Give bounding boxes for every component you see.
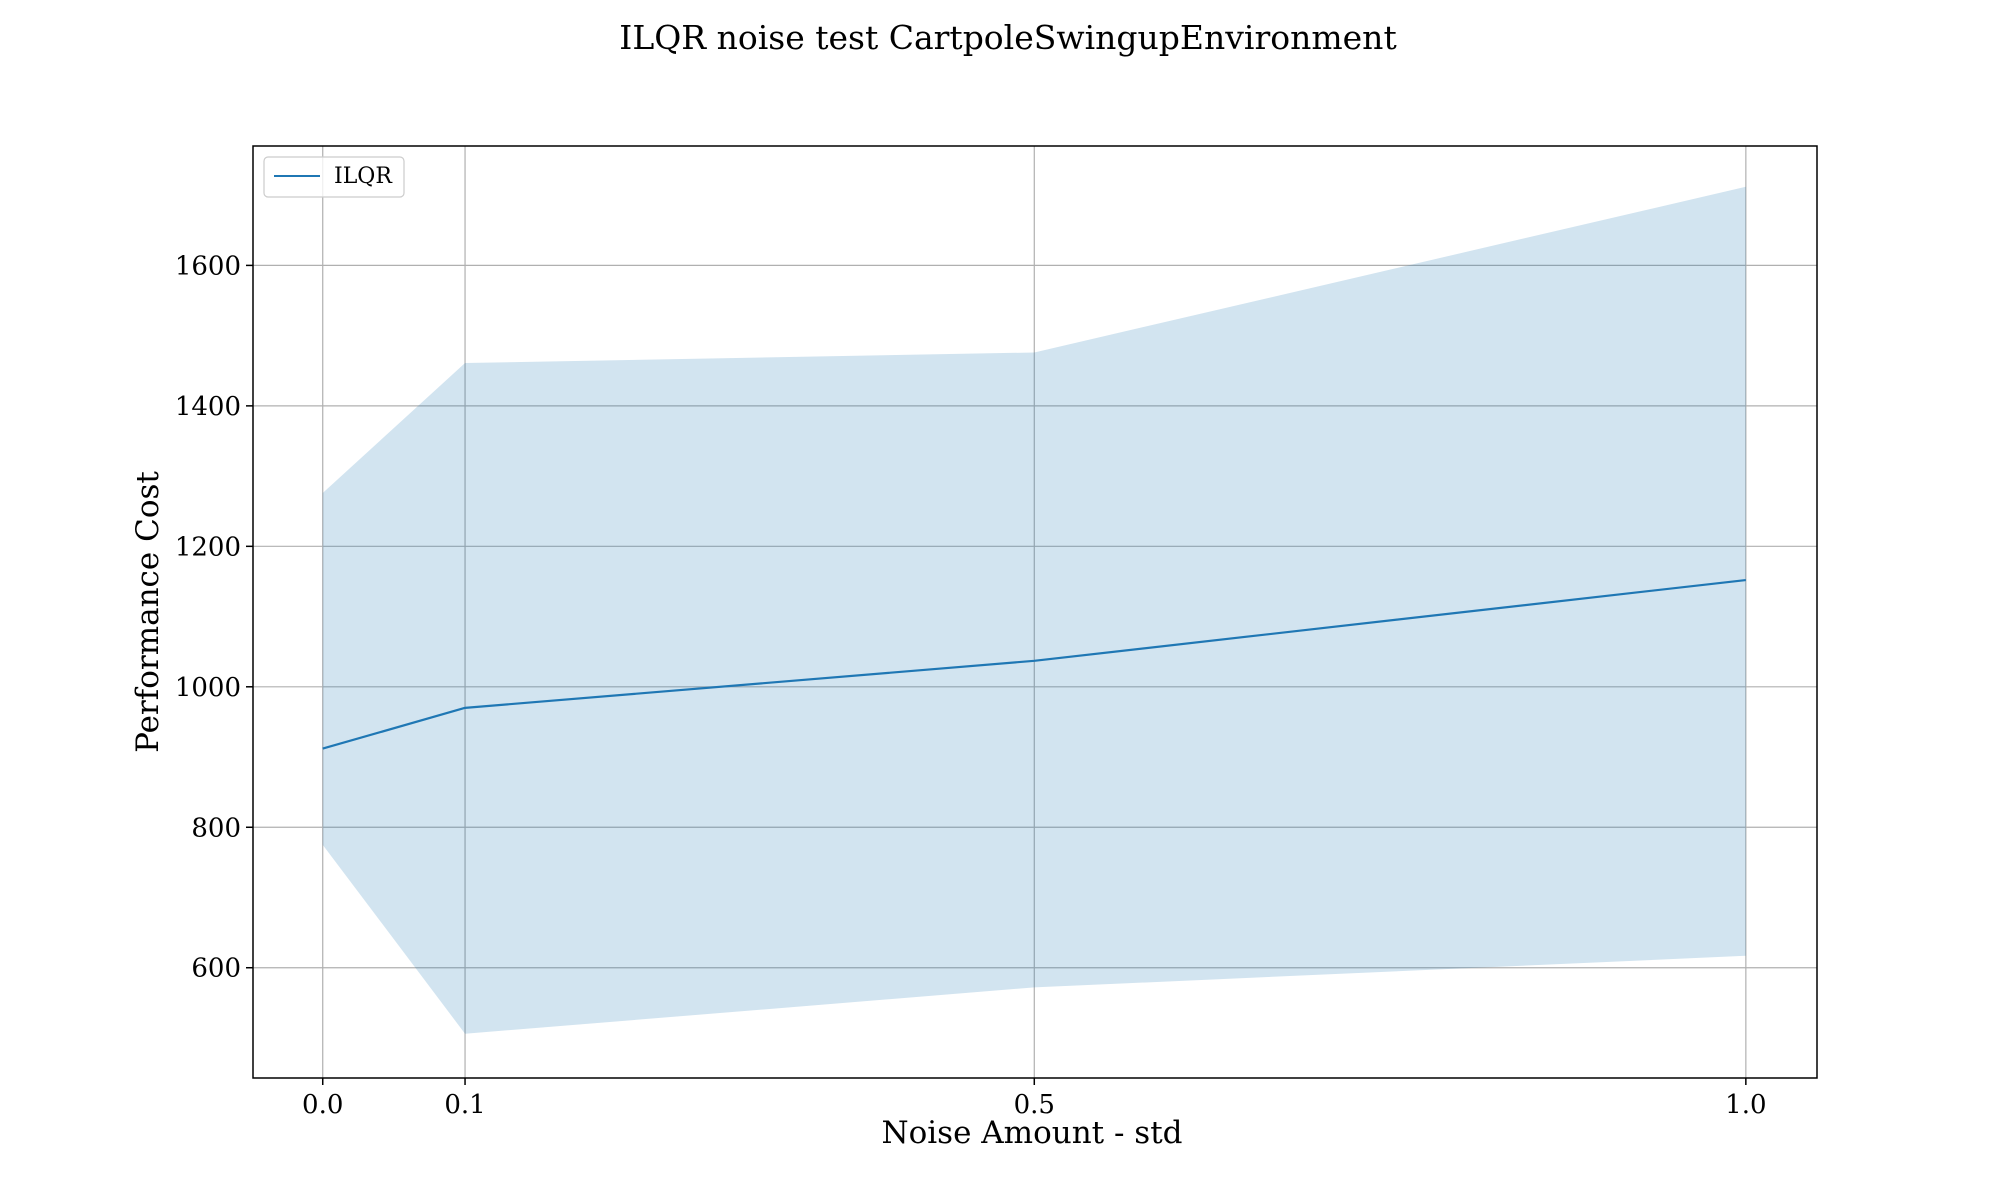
x-tick-label: 1.0	[1725, 1090, 1766, 1120]
legend-entry-ilqr: ILQR	[334, 164, 393, 189]
y-tick-label: 1600	[175, 251, 241, 281]
band-layer	[322, 186, 1746, 1034]
x-tick-label: 0.5	[1014, 1090, 1055, 1120]
y-tick-label: 800	[191, 813, 241, 843]
ticks: 0.0 0.1 0.5 1.0 600 800 1000 1200 1400 1600	[175, 251, 1767, 1120]
chart-title: ILQR noise test CartpoleSwingupEnvironme…	[619, 18, 1396, 57]
confidence-band-ilqr	[322, 186, 1746, 1034]
y-tick-label: 1200	[175, 532, 241, 562]
y-tick-label: 1400	[175, 392, 241, 422]
line-layer	[322, 578, 1746, 750]
y-tick-label: 600	[191, 954, 241, 984]
y-tick-label: 1000	[175, 673, 241, 703]
grid	[253, 146, 1817, 1078]
x-tick-label: 0.1	[444, 1090, 485, 1120]
x-axis-label: Noise Amount - std	[881, 1115, 1182, 1151]
series-line-ilqr	[322, 578, 1746, 750]
legend-box	[263, 156, 405, 198]
y-axis-label: Performance Cost	[130, 471, 166, 753]
x-tick-label: 0.0	[302, 1090, 343, 1120]
legend: ILQR	[263, 156, 405, 198]
